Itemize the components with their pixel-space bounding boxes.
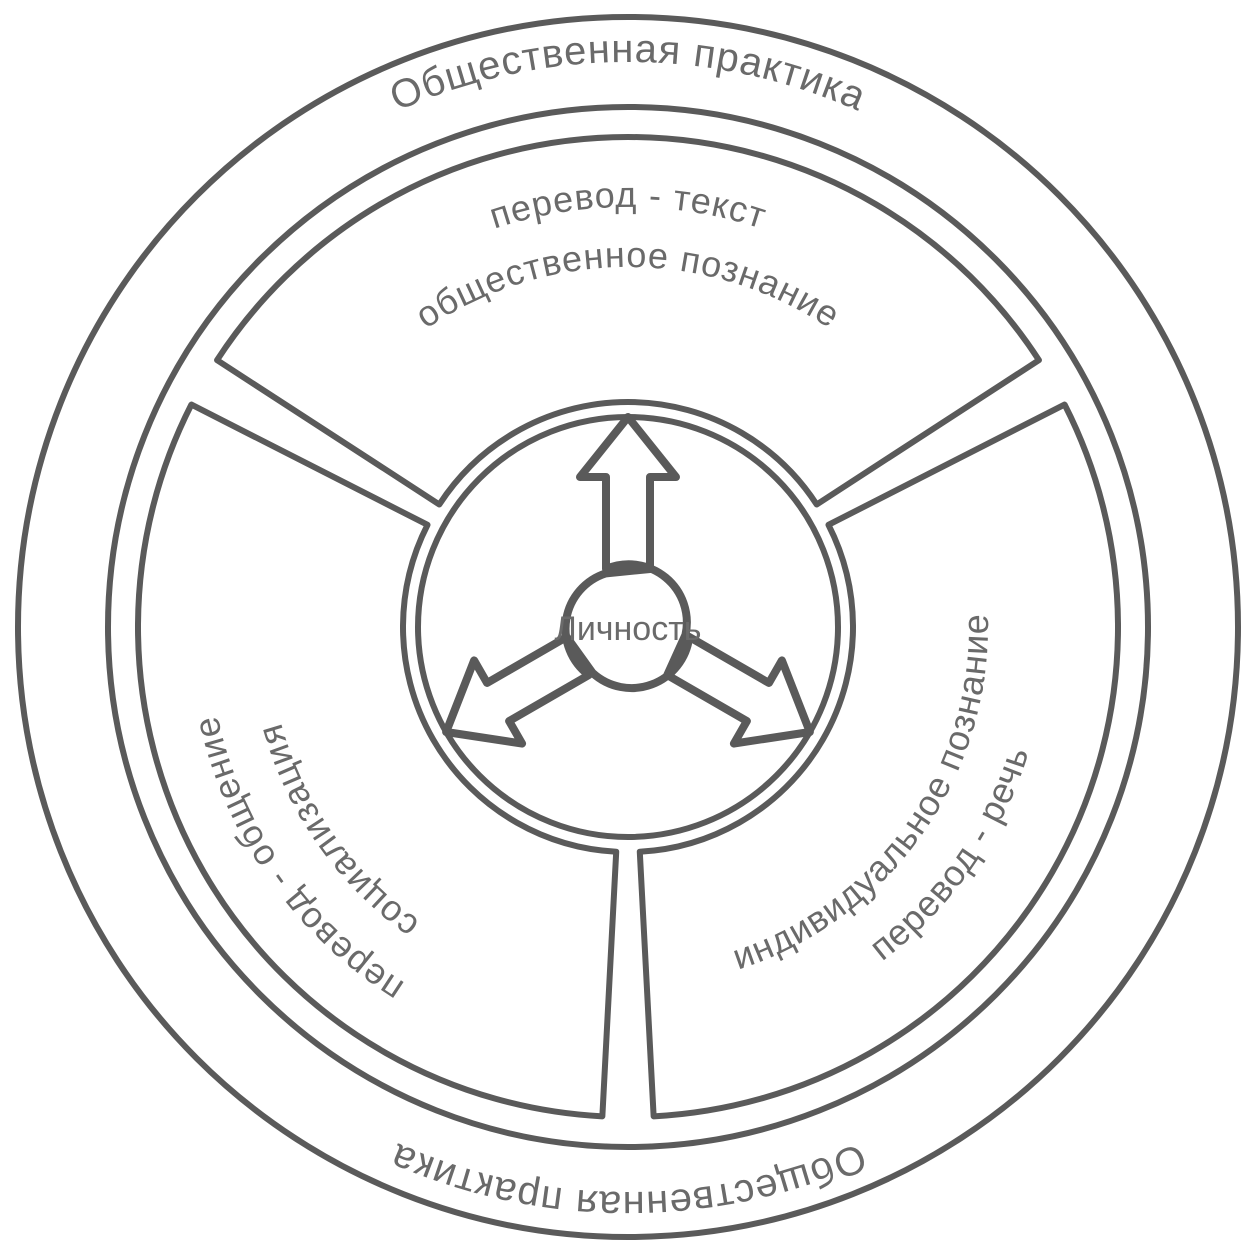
segment-left: [138, 405, 616, 1117]
radial-diagram: Общественная практика Общественная практ…: [0, 0, 1256, 1255]
arrow-hub-icon: [446, 417, 810, 744]
center-label: Личность: [555, 610, 702, 648]
segment-top-line1: перевод - текст: [484, 174, 771, 236]
segment-left-line2: социализация: [249, 719, 426, 948]
segment-top-line2: общественное познание: [408, 234, 848, 336]
segment-right: [640, 405, 1118, 1117]
segment-right-line2: индивидуальное познание: [727, 613, 996, 977]
